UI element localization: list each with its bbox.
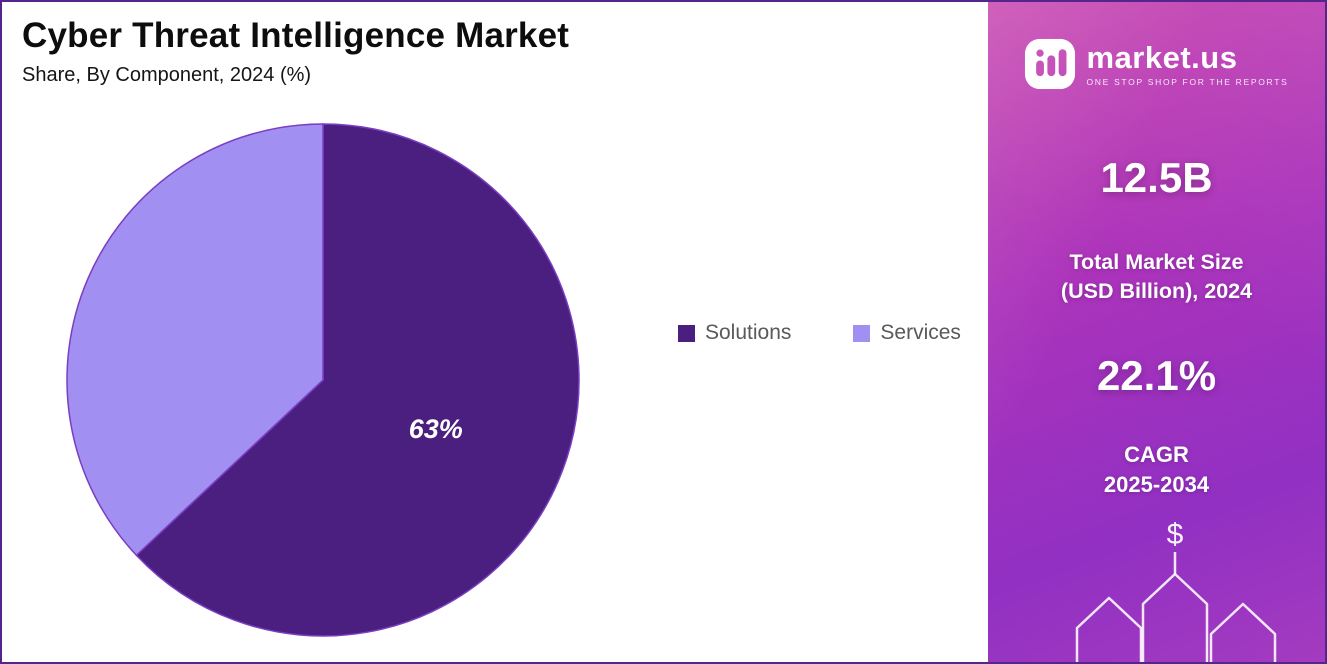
pie-chart: 63% <box>66 123 580 637</box>
growth-arrows-icon: $ <box>1075 518 1277 662</box>
market-size-label-line1: Total Market Size <box>1069 250 1244 274</box>
cagr-label: CAGR 2025-2034 <box>988 440 1325 499</box>
cagr-value: 22.1% <box>1096 352 1217 400</box>
logo-text: market.us <box>1086 39 1238 75</box>
up-arrow-left-icon <box>1075 596 1143 662</box>
logo-tagline: ONE STOP SHOP FOR THE REPORTS <box>1086 76 1289 87</box>
chart-subtitle: Share, By Component, 2024 (%) <box>22 64 312 86</box>
brand-logo: market.us ONE STOP SHOP FOR THE REPORTS <box>988 2 1325 90</box>
market-size-value: 12.5B <box>1100 154 1213 201</box>
chart-area: Cyber Threat Intelligence Market Share, … <box>2 2 988 662</box>
legend-swatch-services-icon <box>853 324 871 342</box>
brand-panel: market.us ONE STOP SHOP FOR THE REPORTS … <box>988 2 1325 662</box>
logo-text-block: market.us ONE STOP SHOP FOR THE REPORTS <box>1086 42 1288 87</box>
legend-swatch-solutions-icon <box>678 324 695 342</box>
chart-legend: Solutions Services <box>678 321 961 345</box>
up-arrow-right-icon <box>1209 602 1277 662</box>
legend-label-solutions: Solutions <box>705 321 792 344</box>
legend-item-services: Services <box>853 321 961 345</box>
up-arrow-middle-icon <box>1141 572 1209 662</box>
pie-slice-services <box>66 123 324 557</box>
marketus-logo-icon <box>1025 38 1076 90</box>
legend-item-solutions: Solutions <box>678 321 791 345</box>
cagr-label-line2: 2025-2034 <box>1103 471 1210 497</box>
market-size-label-line2: (USD Billion), 2024 <box>1060 279 1253 304</box>
chart-row: 63% Solutions Services <box>22 103 988 643</box>
dollar-icon: $ <box>1167 518 1184 551</box>
cagr-label-line1: CAGR <box>1124 442 1189 468</box>
pie-slice-solutions <box>135 123 580 637</box>
pie-slice-label: 63% <box>409 414 463 444</box>
legend-label-services: Services <box>880 321 961 344</box>
market-size-label: Total Market Size (USD Billion), 2024 <box>988 248 1325 306</box>
page-title: Cyber Threat Intelligence Market <box>22 16 570 55</box>
